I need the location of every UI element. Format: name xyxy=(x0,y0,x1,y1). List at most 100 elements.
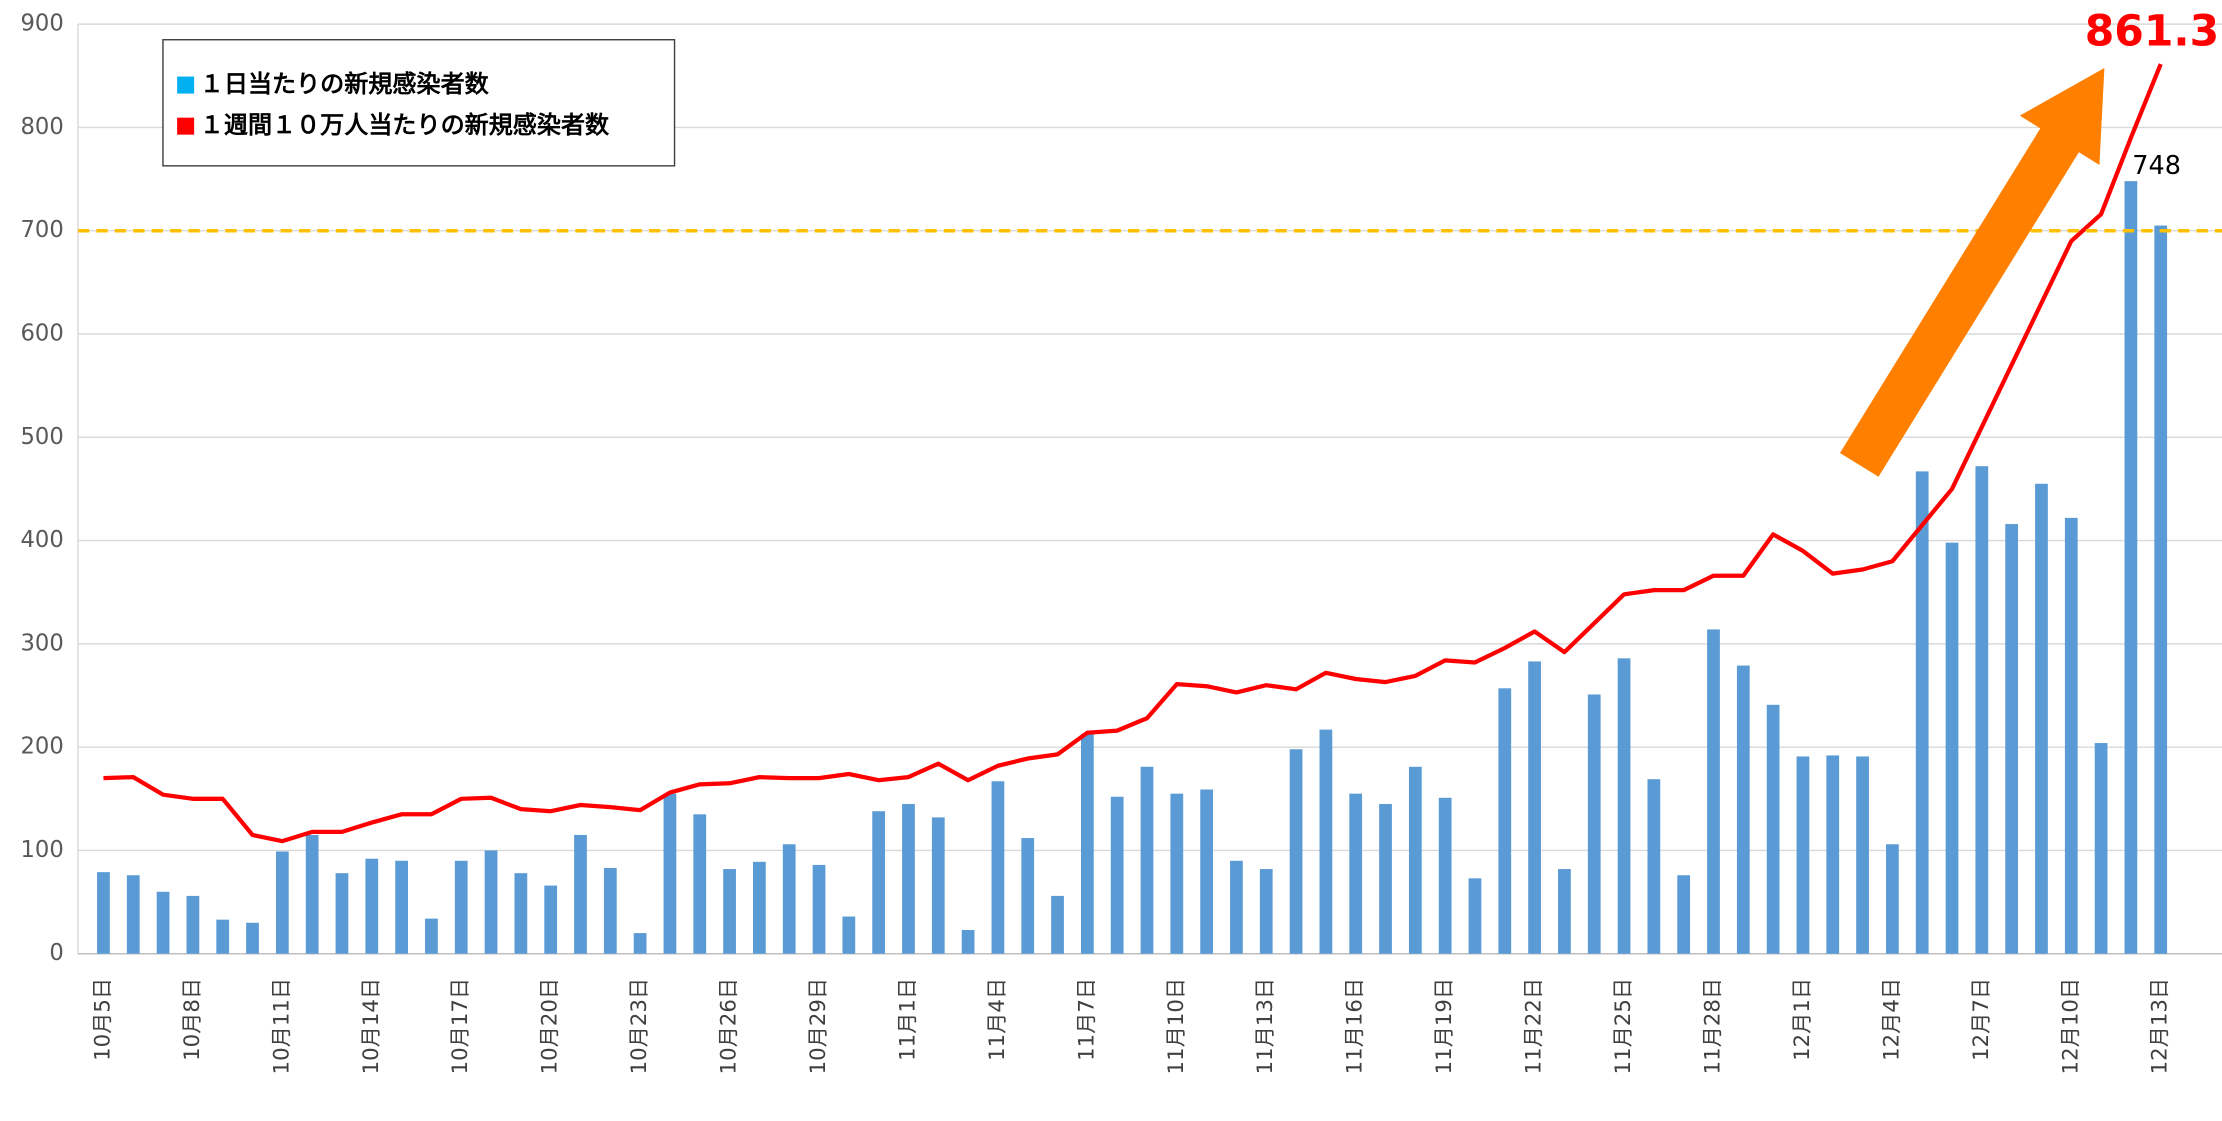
bar xyxy=(1438,797,1452,954)
bar xyxy=(1110,796,1124,954)
bar xyxy=(454,860,468,954)
bar xyxy=(633,933,647,954)
y-tick-label: 0 xyxy=(49,940,63,966)
x-tick-label: 11月16日 xyxy=(1343,978,1368,1075)
bar xyxy=(1975,466,1989,954)
x-tick-label: 12月1日 xyxy=(1790,978,1815,1061)
x-tick-label: 10月11日 xyxy=(269,978,294,1075)
bar xyxy=(782,844,796,954)
bar xyxy=(1766,704,1780,954)
line xyxy=(103,63,2163,844)
bar xyxy=(1528,661,1541,954)
bar xyxy=(1796,756,1810,954)
bar xyxy=(2035,483,2048,954)
y-tick-label: 200 xyxy=(21,734,64,760)
legend-swatch xyxy=(177,76,195,94)
bar xyxy=(1140,766,1154,954)
bar xyxy=(931,817,945,954)
bar xyxy=(902,803,915,954)
x-tick-label: 11月28日 xyxy=(1700,978,1725,1075)
bar xyxy=(1826,755,1840,954)
line-value-label: 861.3 xyxy=(2085,8,2219,57)
bar xyxy=(246,922,259,954)
bar xyxy=(126,875,140,954)
bar xyxy=(1259,869,1273,954)
x-tick-label: 10月8日 xyxy=(180,978,205,1061)
bar xyxy=(1587,694,1601,954)
x-tick-label: 12月13日 xyxy=(2148,978,2173,1075)
bar xyxy=(305,834,319,954)
bar xyxy=(1707,629,1720,954)
legend-box xyxy=(162,39,676,167)
y-tick-label: 400 xyxy=(21,527,64,553)
y-tick-label: 800 xyxy=(21,114,64,140)
x-tick-label: 10月23日 xyxy=(627,978,652,1075)
y-tick-label: 700 xyxy=(21,217,64,243)
bar xyxy=(365,858,379,954)
x-tick-label: 12月4日 xyxy=(1879,978,1904,1061)
x-tick-label: 11月25日 xyxy=(1611,978,1636,1075)
bar xyxy=(1319,729,1333,954)
x-tick-label: 11月19日 xyxy=(1432,978,1457,1075)
bar xyxy=(275,851,289,954)
y-tick-label: 300 xyxy=(21,630,64,656)
bar xyxy=(1170,793,1184,954)
bar xyxy=(753,861,766,954)
x-tick-label: 11月13日 xyxy=(1253,978,1278,1075)
bar xyxy=(1498,688,1512,954)
bar xyxy=(1289,749,1303,954)
bar xyxy=(514,873,528,954)
bar xyxy=(2124,181,2138,954)
bar xyxy=(872,811,886,954)
bar xyxy=(1886,844,1899,954)
bar xyxy=(812,864,826,954)
bar xyxy=(1349,793,1363,954)
x-tick-label: 10月26日 xyxy=(717,978,742,1075)
bar xyxy=(156,891,170,954)
y-tick-label: 100 xyxy=(21,837,64,863)
bar xyxy=(1647,779,1661,954)
bar xyxy=(1736,665,1750,954)
x-tick-label: 10月29日 xyxy=(806,978,831,1075)
bar xyxy=(1051,895,1064,954)
trend-arrow xyxy=(1839,68,2105,477)
bar xyxy=(1915,471,1929,954)
bar xyxy=(1408,766,1422,954)
bar xyxy=(693,814,707,954)
bar xyxy=(425,918,438,954)
bar xyxy=(2064,517,2078,954)
x-tick-label: 10月17日 xyxy=(448,978,473,1075)
bar xyxy=(1080,733,1094,954)
legend: １日当たりの新規感染者数 １週間１０万人当たりの新規感染者数 xyxy=(162,39,676,167)
legend-label: １日当たりの新規感染者数 xyxy=(200,70,490,98)
bar xyxy=(1468,878,1482,954)
plot: 0 100 200 300 400 500 600 700 800 900 10月5日 10月8日 10… xyxy=(21,11,2222,1075)
x-tick-label: 12月7日 xyxy=(1969,978,1994,1061)
bar xyxy=(1617,658,1631,954)
bar xyxy=(1856,756,1869,954)
bar xyxy=(2005,524,2019,954)
y-tick-label: 500 xyxy=(21,424,64,450)
bar xyxy=(2154,225,2168,954)
bar xyxy=(961,929,975,954)
x-tick-label: 12月10日 xyxy=(2058,978,2083,1075)
bar xyxy=(1021,838,1035,954)
bar xyxy=(603,868,617,954)
bar xyxy=(2094,743,2108,954)
bar xyxy=(484,850,498,954)
bar xyxy=(1677,875,1691,954)
bar xyxy=(544,885,558,954)
bar xyxy=(1379,803,1392,954)
bar xyxy=(1945,542,1959,954)
bar xyxy=(1200,789,1214,954)
y-tick-label: 900 xyxy=(21,11,64,37)
x-tick-label: 11月7日 xyxy=(1074,978,1099,1061)
bar xyxy=(663,793,677,954)
bar xyxy=(991,781,1005,954)
bar xyxy=(216,919,230,954)
bar xyxy=(335,873,349,954)
y-tick-label: 600 xyxy=(21,321,64,347)
x-tick-label: 10月20日 xyxy=(538,978,563,1075)
